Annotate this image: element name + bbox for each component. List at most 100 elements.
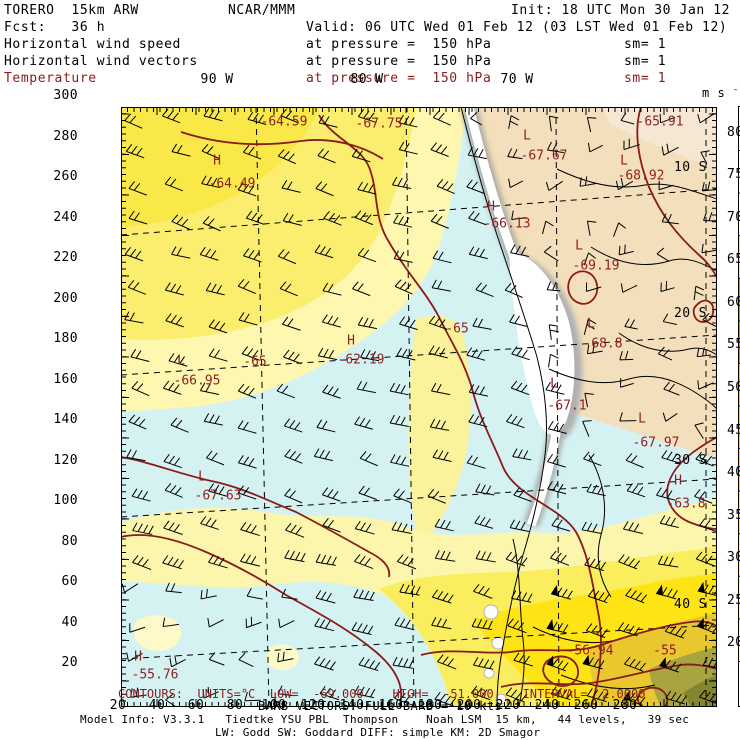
wind-barb <box>321 518 341 533</box>
temperature-contour <box>120 456 390 578</box>
y-axis-tick-label: 180 <box>53 331 78 346</box>
y-axis-tick-label: 100 <box>53 493 78 508</box>
wind-barb <box>586 343 603 355</box>
wind-barb <box>467 210 487 226</box>
wind-barb <box>507 178 523 189</box>
wind-barb <box>700 243 719 254</box>
wind-barb <box>428 345 448 359</box>
wind-barb <box>164 282 184 296</box>
wind-barb <box>546 453 566 468</box>
graticule-line <box>555 106 560 708</box>
colorbar-tick-label: 50 <box>727 379 740 395</box>
wind-barb <box>353 685 375 699</box>
temperature-value-label: -68.92 <box>617 169 664 184</box>
wind-barb <box>472 583 492 599</box>
wind-barb <box>550 517 570 532</box>
colorbar-tick-label: 65 <box>727 252 740 268</box>
wind-barb <box>504 282 523 298</box>
wind-barb <box>506 618 527 634</box>
wind-barb <box>617 622 640 637</box>
wind-barb <box>391 521 412 534</box>
shaded-region <box>682 675 717 707</box>
wind-barb <box>585 282 601 292</box>
wind-barb <box>468 246 488 260</box>
colorbar-unit-exponent: -1 <box>732 85 740 95</box>
colorbar <box>699 87 740 707</box>
field1-level: at pressure = 150 hPa <box>306 37 492 52</box>
wind-barb <box>125 449 146 462</box>
wind-barb <box>313 448 333 462</box>
temperature-value-label: -55.76 <box>131 668 178 683</box>
temperature-value-label: -62.19 <box>337 353 384 368</box>
temperature-value-label: -67.97 <box>632 436 679 451</box>
wind-barb <box>199 382 219 395</box>
colorbar-tick-label: 25 <box>727 592 740 608</box>
wind-barb <box>505 551 528 567</box>
wind-barb <box>245 616 262 629</box>
wind-barb <box>429 418 449 431</box>
extremum-letter: H <box>134 650 142 665</box>
temperature-value-label: -65 <box>445 322 468 337</box>
wind-barb <box>658 180 674 191</box>
wind-barb <box>696 617 719 635</box>
temperature-contour <box>317 114 602 708</box>
wind-barb <box>393 250 413 263</box>
colorbar-segment <box>738 235 740 279</box>
wind-barb <box>162 520 183 535</box>
longitude-label: 80 W <box>350 72 384 87</box>
colorbar-tick-label: 60 <box>727 294 740 310</box>
init-time: Init: 18 UTC Mon 30 Jan 12 <box>511 3 731 18</box>
field1-label: Horizontal wind speed <box>4 37 181 52</box>
wind-barb <box>283 549 306 563</box>
wind-barb <box>246 588 263 600</box>
wind-barb <box>354 210 373 226</box>
wind-barb <box>693 489 712 504</box>
wind-barb <box>618 244 634 256</box>
valid-time: Valid: 06 UTC Wed 01 Feb 12 (03 LST Wed … <box>306 20 728 35</box>
wind-barb <box>280 108 299 124</box>
wind-barb <box>510 380 529 396</box>
wind-barb <box>545 655 569 672</box>
wind-barb <box>467 414 487 428</box>
wind-barb <box>208 652 225 666</box>
wind-barb <box>469 111 482 126</box>
temperature-value-label: -64.59 <box>260 115 307 130</box>
colorbar-tick-label: 80 <box>727 124 740 140</box>
temperature-contour <box>120 534 402 708</box>
wind-barb <box>474 282 494 298</box>
x-axis-tick-label: 240 <box>534 698 560 713</box>
wind-barb <box>284 522 304 538</box>
wind-barb <box>586 220 596 236</box>
wind-barb <box>239 553 260 567</box>
wind-barb <box>318 114 338 128</box>
wind-barb <box>506 148 523 160</box>
wind-barb <box>664 623 687 639</box>
wind-barb <box>121 583 138 593</box>
wind-barb <box>316 419 335 433</box>
wind-barb <box>237 420 257 434</box>
wind-barb <box>393 690 413 706</box>
wind-barb <box>281 316 301 331</box>
latitude-label: 40 S <box>674 597 707 612</box>
colorbar-tick-label: 40 <box>727 465 740 481</box>
extremum-letter: L <box>587 317 595 332</box>
y-axis-tick-label: 200 <box>53 290 78 306</box>
wind-barb <box>696 347 711 358</box>
model-title: TORERO 15km ARW <box>4 3 139 18</box>
wind-barb <box>391 176 411 189</box>
x-axis-tick-label: 220 <box>495 698 521 713</box>
wind-barb <box>129 687 147 698</box>
wind-barb <box>694 451 714 467</box>
temperature-contour <box>180 131 384 160</box>
physics-info-line: LW: Godd SW: Goddard DIFF: simple KM: 2D… <box>215 726 541 739</box>
colorbar-segment <box>738 576 740 620</box>
axis-ticks <box>121 108 716 706</box>
wind-barb <box>200 175 220 189</box>
wind-barb <box>544 381 564 395</box>
wind-barb <box>427 488 446 504</box>
extremum-letter: L <box>523 129 531 144</box>
wind-barb <box>277 685 294 697</box>
y-axis-tick-label: 120 <box>53 452 78 468</box>
wind-barb <box>467 146 487 160</box>
wind-barb <box>161 108 180 124</box>
